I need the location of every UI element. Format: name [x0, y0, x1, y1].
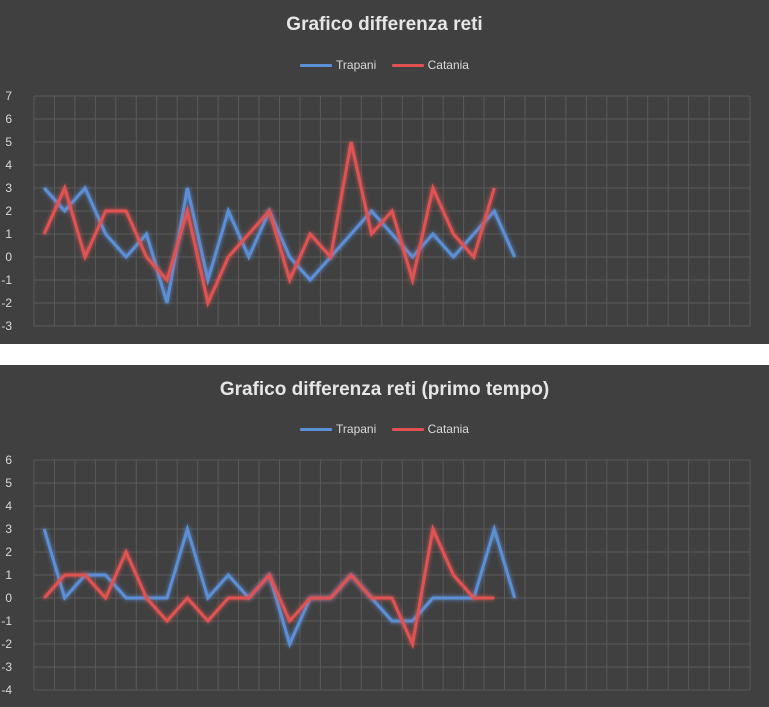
y-tick-label: 4: [5, 499, 12, 513]
legend-label-trapani: Trapani: [336, 422, 377, 437]
legend-item-trapani: Trapani: [300, 57, 376, 72]
chart-panel-2: Grafico differenza reti (primo tempo) Tr…: [0, 365, 769, 707]
chart-1-plot: 7 6 5 4 3 2 1 0 -1 -2 -3: [1, 89, 751, 333]
chart-2-title: Grafico differenza reti (primo tempo): [219, 379, 550, 400]
y-tick-label: -4: [1, 683, 12, 697]
chart-1-title: Grafico differenza reti: [286, 14, 483, 35]
y-tick-label: -3: [1, 319, 12, 333]
y-tick-label: 7: [5, 89, 12, 103]
chart-2-legend: Trapani Catania: [0, 421, 769, 436]
y-tick-label: 1: [5, 568, 12, 582]
legend-swatch-trapani: [300, 63, 333, 67]
chart-2-grid: [33, 459, 751, 691]
y-tick-label: 3: [5, 181, 12, 195]
legend-label-catania: Catania: [427, 58, 469, 73]
legend-label-trapani: Trapani: [336, 58, 377, 73]
legend-swatch-catania: [391, 427, 424, 431]
legend-item-catania: Catania: [391, 421, 469, 437]
y-tick-label: -2: [1, 296, 12, 310]
y-tick-label: 2: [5, 545, 12, 559]
y-tick-label: 3: [5, 522, 12, 536]
series-line-trapani: [43, 185, 517, 304]
chart-1-legend: Trapani Catania: [0, 57, 769, 72]
y-tick-label: 6: [5, 453, 12, 467]
y-tick-label: -2: [1, 637, 12, 651]
y-tick-label: 6: [5, 112, 12, 126]
legend-item-trapani: Trapani: [300, 421, 376, 436]
series-line-catania: [43, 523, 495, 650]
y-tick-label: -1: [1, 614, 12, 628]
y-tick-label: 0: [5, 250, 12, 264]
series-line-catania: [42, 141, 496, 308]
y-tick-label: 2: [5, 204, 12, 218]
y-tick-label: -3: [1, 660, 12, 674]
legend-item-catania: Catania: [391, 57, 469, 73]
legend-swatch-catania: [391, 63, 424, 67]
series-line-trapani: [42, 523, 517, 649]
legend-swatch-trapani: [300, 427, 333, 431]
y-tick-label: 4: [5, 158, 12, 172]
chart-panel-1: Grafico differenza reti Trapani Catania …: [0, 0, 769, 344]
y-tick-label: -1: [1, 273, 12, 287]
y-tick-label: 1: [5, 227, 12, 241]
chart-2-plot: 6 5 4 3 2 1 0 -1 -2 -3 -4: [1, 453, 751, 697]
y-tick-label: 0: [5, 591, 12, 605]
y-tick-label: 5: [5, 135, 12, 149]
y-tick-label: 5: [5, 476, 12, 490]
legend-label-catania: Catania: [427, 422, 469, 437]
